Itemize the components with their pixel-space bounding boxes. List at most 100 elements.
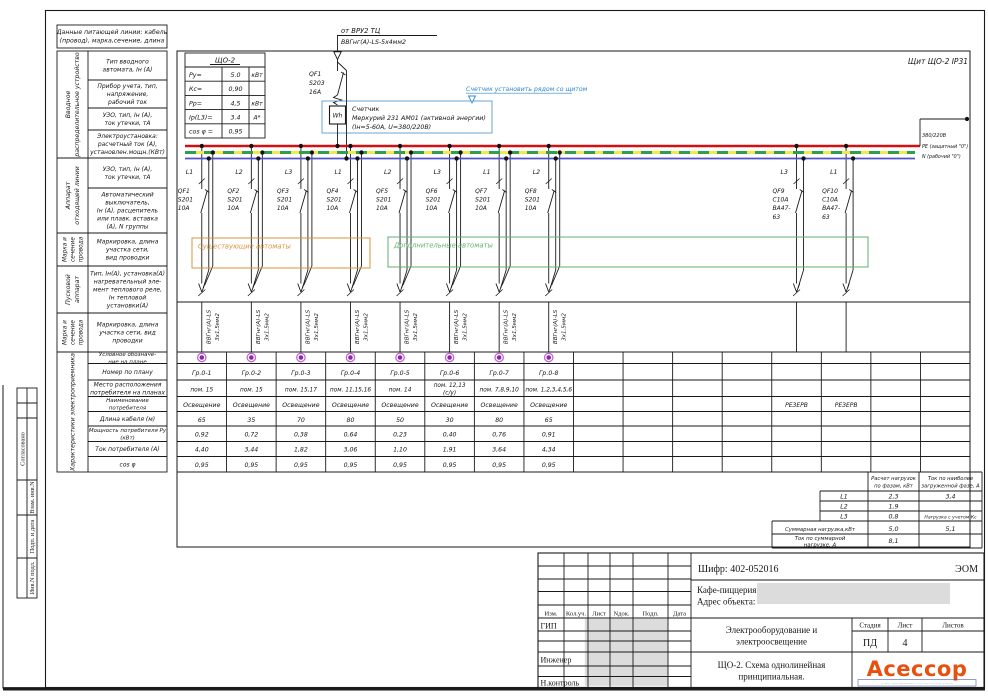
phase-label: L3 [285, 169, 292, 176]
cable-mark: ВВГнг(А)-LS [256, 309, 262, 344]
cos-cell: 0,95 [294, 462, 308, 469]
group-header-label: Пусковой [65, 274, 72, 305]
row-header-label: напряжение, [107, 91, 149, 98]
summary-row-label: Ток по суммарной [795, 536, 846, 542]
label: Кс= [189, 86, 202, 93]
room-cell: пом. 15 [240, 387, 263, 393]
line [346, 289, 355, 297]
junction-dot [508, 150, 513, 155]
phase-label: L2 [384, 169, 391, 176]
junction-dot [447, 143, 452, 149]
row-header-label: Ток потребителя (А) [95, 446, 159, 453]
breaker-label: S201 [525, 197, 540, 204]
cable-mark: ВВГнг(А)-LS [305, 309, 311, 344]
row-header-label: Наименование [106, 398, 149, 404]
line [795, 190, 803, 214]
reserve-cell: РЕЗЕРВ [835, 402, 858, 409]
label: 5.0 [230, 72, 240, 79]
phase-label: L1 [830, 169, 837, 176]
cable-section: 3х1,5мм2 [562, 313, 568, 341]
line [303, 265, 313, 286]
line [297, 178, 305, 185]
cable-mark: ВВГнг(А)-LS [405, 309, 411, 344]
breaker-label: 10А [426, 205, 438, 212]
rev-header: Nдок. [613, 611, 629, 618]
margin-stamp-label: Взам. инв.N [29, 481, 36, 514]
room-cell: пом. 11,15,16 [330, 387, 372, 393]
group-number: Гр.0-5 [390, 370, 410, 377]
power-cell: 0,76 [492, 431, 506, 438]
cos-cell: 0,95 [443, 462, 457, 469]
junction-dot [553, 156, 558, 161]
power-cell: 0,72 [244, 431, 258, 438]
summary-row-label: L1 [840, 494, 847, 501]
junction-dot [355, 156, 360, 161]
group-header-label: Аппарат [65, 181, 72, 210]
breaker-label: QF8 [525, 188, 537, 195]
cable-mark: ВВГнг(А)-LS [553, 309, 559, 344]
row-header-label: Тип вводного [106, 59, 149, 66]
row-header-label: Iн тепловой [109, 295, 146, 302]
breaker-label: QF3 [277, 188, 289, 195]
phase-label: L1 [334, 169, 341, 176]
characteristics-table: Гр.0-1 пом. 15 Освещение 65 0,92 4,40 0,95 Гр.0… [176, 351, 971, 473]
phase-label: L2 [533, 169, 540, 176]
object-name: Кафе-пиццерия [697, 585, 756, 595]
line [545, 178, 552, 185]
line [337, 61, 347, 71]
row-header-label: Автоматический [100, 192, 153, 199]
margin-stamps: Согласовано Взам. инв.N Подп. и дата Инв.N … [16, 387, 38, 599]
group-header-label: сечение [71, 237, 77, 262]
consumer-cell: Освещение [332, 402, 369, 409]
line [200, 190, 208, 214]
line [402, 265, 412, 286]
line [446, 178, 453, 185]
line [495, 283, 500, 293]
group-header-label: аппарат [74, 276, 81, 303]
junction-dot [843, 143, 849, 149]
cable-section: 3х1,5мм2 [512, 313, 518, 341]
rev-header: Изм. [545, 611, 558, 618]
line [398, 190, 406, 214]
current-cell: 1,10 [393, 447, 407, 454]
margin-stamp-label: Подп. и дата [29, 519, 36, 553]
line [248, 178, 255, 185]
summary-row-label: L3 [840, 514, 847, 521]
margin-stamp-label: Согласовано [20, 432, 27, 466]
line [842, 289, 850, 297]
label: 3.4 [230, 115, 240, 122]
luminaire-symbol-dot [397, 355, 403, 360]
label: Рр= [189, 100, 202, 107]
line [337, 72, 344, 96]
summary-kw: 1,9 [888, 504, 898, 511]
line [500, 269, 507, 289]
line [448, 190, 456, 214]
length-cell: 80 [495, 417, 503, 424]
breaker-label: C10A [822, 197, 838, 204]
row-header-label: ток утечки, тА [105, 174, 151, 181]
supply-note: Данные питающей линии: кабель(провод), м… [56, 24, 168, 49]
cable-mark: ВВГнг(А)-LS [206, 309, 212, 344]
line [340, 71, 346, 76]
breaker-label: QF7 [475, 188, 487, 195]
line [349, 190, 357, 214]
summary-row-label: Суммарная нагрузка,кВт [785, 527, 856, 533]
label: кВт [251, 72, 263, 79]
summary-row-label: L2 [840, 504, 847, 511]
line [497, 190, 506, 214]
line [545, 283, 550, 293]
line [253, 265, 263, 286]
junction-dot [408, 150, 414, 155]
line [351, 269, 358, 289]
current-cell: 4,34 [542, 447, 556, 454]
line [346, 283, 351, 293]
cos-cell: 0,95 [542, 462, 556, 469]
reserve-cell: РЕЗЕРВ [785, 402, 808, 409]
junction-dot [199, 143, 204, 149]
